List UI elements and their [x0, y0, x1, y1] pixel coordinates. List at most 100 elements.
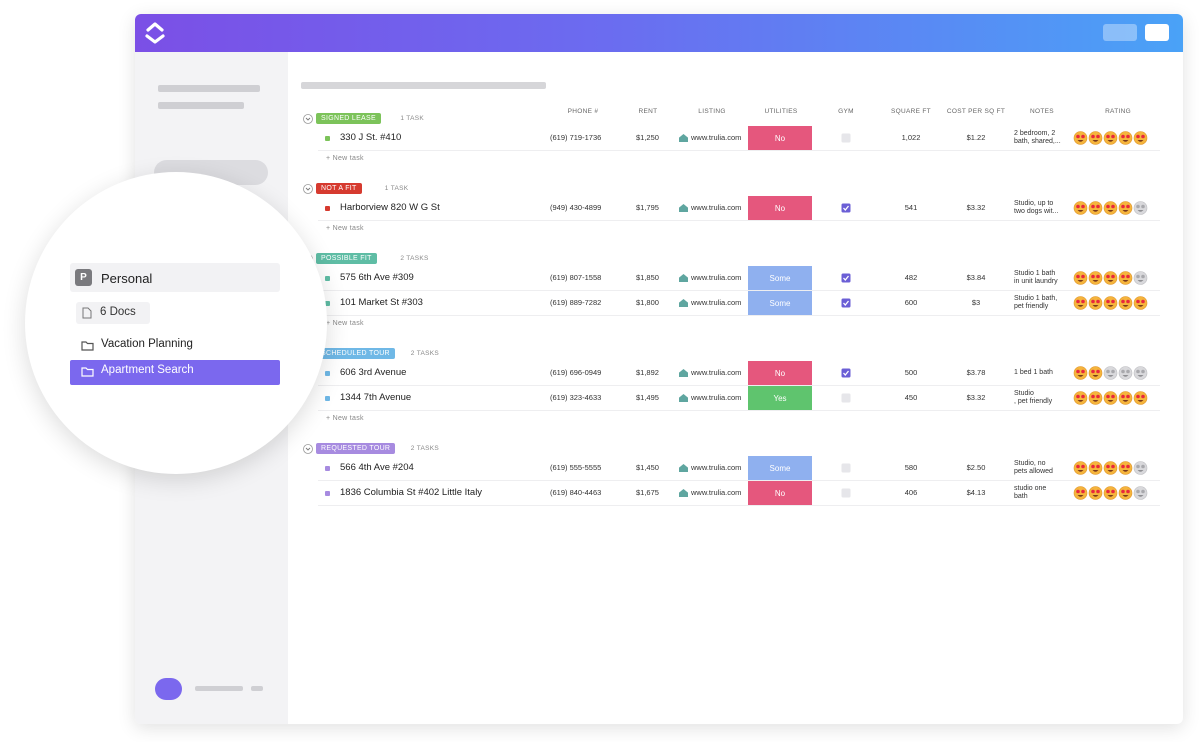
task-name[interactable]: 101 Market St #303: [340, 297, 423, 308]
listing[interactable]: www.trulia.com: [691, 273, 742, 282]
rating-eye: [1111, 134, 1115, 139]
rating[interactable]: [1073, 270, 1153, 286]
note: in unit laundry: [1014, 278, 1058, 285]
utilities: No: [748, 361, 812, 385]
rating[interactable]: [1073, 485, 1153, 501]
note: Studio 1 bath,: [1014, 295, 1058, 302]
rating-eye: [1136, 274, 1140, 279]
rating-face: [1073, 296, 1088, 310]
rating-eye: [1076, 394, 1080, 399]
docs-chip[interactable]: [76, 302, 150, 324]
rating-eye: [1096, 489, 1100, 494]
utilities: No: [748, 126, 812, 150]
gym-checkbox[interactable]: [841, 368, 851, 378]
rating-eye: [1126, 134, 1130, 139]
collapse-toggle[interactable]: [302, 113, 314, 125]
folder-name[interactable]: Apartment Search: [101, 364, 194, 376]
listing[interactable]: www.trulia.com: [691, 488, 742, 497]
status-tag: SIGNED LEASE: [316, 113, 381, 124]
rating-face: [1073, 366, 1088, 380]
rating-mouth: [1137, 280, 1144, 282]
listing[interactable]: www.trulia.com: [691, 393, 742, 402]
rating-eye: [1096, 134, 1100, 139]
rating-eye: [1126, 464, 1130, 469]
listing[interactable]: www.trulia.com: [691, 298, 742, 307]
collapse-toggle[interactable]: [302, 183, 314, 195]
gym-checkbox[interactable]: [841, 488, 851, 498]
note: pets allowed: [1014, 468, 1053, 475]
rating[interactable]: [1073, 295, 1153, 311]
row-divider: [318, 315, 1160, 316]
task-name[interactable]: 1836 Columbia St #402 Little Italy: [340, 487, 483, 498]
new-task[interactable]: + New task: [326, 155, 364, 162]
rating-face: [1103, 296, 1118, 310]
square-ft: 406: [904, 488, 918, 497]
task-name[interactable]: 330 J St. #410: [340, 132, 402, 143]
rating-eye: [1081, 134, 1085, 139]
gym-checkbox[interactable]: [841, 393, 851, 403]
rating[interactable]: [1073, 130, 1153, 146]
folder-icon: [81, 341, 94, 351]
phone: (949) 430-4899: [550, 203, 602, 212]
gym-checkbox[interactable]: [841, 203, 851, 213]
rating-mouth: [1137, 305, 1144, 307]
task-name[interactable]: 566 4th Ave #204: [340, 462, 414, 473]
new-task[interactable]: + New task: [326, 225, 364, 232]
folder-name[interactable]: Vacation Planning: [101, 338, 193, 350]
rating-face: [1088, 271, 1103, 285]
rating-face: [1088, 296, 1103, 310]
rating-face: [1073, 271, 1088, 285]
listing-icon: [679, 489, 688, 497]
gym-checkbox[interactable]: [841, 463, 851, 473]
gym-checkbox[interactable]: [841, 298, 851, 308]
toolbar-button[interactable]: [1103, 24, 1137, 41]
rating-mouth: [1122, 305, 1129, 307]
rating-eye: [1081, 394, 1085, 399]
rating-eye: [1096, 299, 1100, 304]
rating-eye: [1081, 369, 1085, 374]
rating-eye: [1141, 489, 1145, 494]
chat-button[interactable]: [155, 678, 182, 700]
phone: (619) 840-4463: [550, 488, 602, 497]
rating[interactable]: [1073, 390, 1153, 406]
rating-mouth: [1092, 495, 1099, 497]
task-name[interactable]: 606 3rd Avenue: [340, 367, 407, 378]
task-name[interactable]: 1344 7th Avenue: [340, 392, 412, 403]
rating-mouth: [1092, 375, 1099, 377]
rating-eye: [1141, 204, 1145, 209]
placeholder: [158, 85, 260, 92]
row-divider: [318, 410, 1160, 411]
collapse-toggle[interactable]: [302, 443, 314, 455]
gym-checkbox[interactable]: [841, 273, 851, 283]
space-row[interactable]: [70, 263, 280, 292]
rating[interactable]: [1073, 460, 1153, 476]
listing[interactable]: www.trulia.com: [691, 463, 742, 472]
new-task[interactable]: + New task: [326, 415, 364, 422]
rating[interactable]: [1073, 200, 1153, 216]
rating-eye: [1091, 464, 1095, 469]
toolbar-button[interactable]: [1145, 24, 1169, 41]
task-count: 2 TASKS: [410, 350, 440, 357]
rating-eye: [1091, 369, 1095, 374]
cost-per-sqft: $3.84: [966, 273, 986, 282]
rating[interactable]: [1073, 365, 1153, 381]
phone: (619) 889-7282: [550, 298, 602, 307]
rating-eye: [1126, 274, 1130, 279]
rating-eye: [1096, 464, 1100, 469]
column-header: UTILITIES: [764, 108, 798, 115]
task-name[interactable]: Harborview 820 W G St: [340, 202, 440, 213]
listing[interactable]: www.trulia.com: [691, 133, 742, 142]
rating-face: [1073, 131, 1088, 145]
listing[interactable]: www.trulia.com: [691, 203, 742, 212]
rating-eye: [1081, 489, 1085, 494]
listing[interactable]: www.trulia.com: [691, 368, 742, 377]
rating-eye: [1106, 369, 1110, 374]
rating-eye: [1091, 489, 1095, 494]
rating-eye: [1091, 299, 1095, 304]
folder-shape: [81, 367, 94, 377]
gym-checkbox[interactable]: [841, 133, 851, 143]
new-task[interactable]: + New task: [326, 320, 364, 327]
row-divider: [318, 290, 1160, 291]
task-name[interactable]: 575 6th Ave #309: [340, 272, 414, 283]
